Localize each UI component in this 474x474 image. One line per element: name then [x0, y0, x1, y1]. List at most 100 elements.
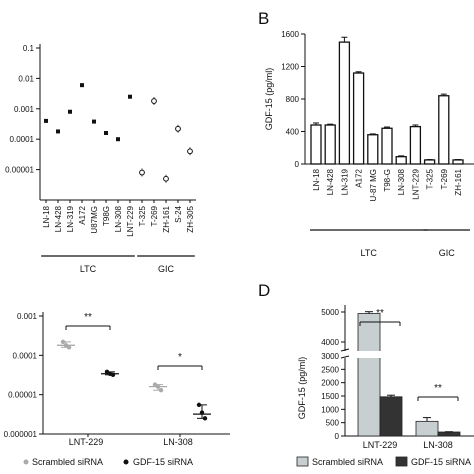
panel-b-x-tick-label: A172	[355, 168, 364, 187]
panel-c-point	[110, 372, 116, 377]
panel-d: GDF-15 (pg/ml) 0 500 1000 1500 2000 2500 3000 40…	[296, 305, 474, 467]
panel-a-point	[80, 83, 84, 88]
panel-b-x-tick-label: LN-319	[340, 168, 349, 195]
panel-c: 0.001 0.0001 0.00001 0.000001 LNT-229 LN-308 *…	[4, 312, 230, 467]
panel-a-point	[92, 119, 96, 124]
panel-d-y-tick-label: 1500	[321, 392, 339, 401]
panel-b-y-tick-label: 1200	[281, 63, 299, 72]
panel-a-x-tick-label: LN-308	[114, 205, 123, 232]
panel-a-point	[163, 175, 169, 182]
panel-a-y-tick-label: 0.1	[23, 44, 35, 53]
panel-d-y-axis-title: GDF-15 (pg/ml)	[297, 357, 307, 420]
panel-a-y-tick-label: 0.00001	[5, 166, 34, 175]
panel-b-y-tick-label: 800	[286, 95, 300, 104]
panel-d-bar	[379, 396, 403, 437]
panel-a-group-label: LTC	[80, 264, 97, 274]
panel-b-group-label: GIC	[439, 248, 456, 258]
panel-d-y-tick-label: 500	[326, 419, 340, 428]
panel-c-y-tick-label: 0.000001	[4, 430, 38, 439]
panel-d-y-tick-label: 0	[335, 432, 340, 441]
panel-c-point	[155, 384, 161, 389]
panel-b-x-tick-label: T98-G	[383, 169, 392, 192]
panel-a-x-tick-label: U87MG	[90, 206, 99, 234]
panel-c-legend-swatch-scrambled	[23, 459, 29, 465]
panel-a-group-label: GIC	[158, 264, 175, 274]
panel-b-x-tick-label: LN-18	[312, 168, 321, 190]
panel-a-x-tick-label: ZH-305	[186, 205, 195, 232]
panel-b-x-tick-label: LNT-229	[411, 168, 420, 199]
panel-d-legend-swatch-gdf	[395, 456, 408, 467]
panel-a-x-tick-label: LN-18	[42, 205, 51, 227]
panel-c-sig-label: **	[84, 312, 92, 323]
panel-c-y-tick-label: 0.0001	[13, 351, 38, 360]
panel-a-point	[44, 118, 48, 123]
panel-d-axis-break	[339, 351, 405, 358]
panel-d-sig-label: **	[434, 383, 442, 394]
panel-a-y-tick-label: 0.001	[14, 105, 35, 114]
panel-a-x-tick-label: A172	[78, 205, 87, 224]
panel-d-axis-break-mark	[340, 355, 350, 359]
panel-a-y-tick-label: 0.0001	[10, 135, 35, 144]
panel-a-point	[68, 109, 72, 114]
panel-b-x-tick-label: T-269	[440, 168, 449, 189]
panel-c-point	[199, 410, 205, 415]
panel-d-y-tick-label: 3000	[321, 352, 339, 361]
panel-d-x-tick-label: LNT-229	[363, 440, 398, 450]
panel-a-point	[56, 129, 60, 134]
panel-b: GDF-15 (pg/ml) 0 400 800 1200 1600 LN-18 LN-428…	[264, 30, 474, 258]
panel-d-y-tick-label: 2500	[321, 365, 339, 374]
panel-a-point	[116, 137, 120, 142]
panel-label-b: B	[258, 9, 269, 28]
panel-a-x-tick-label: ZH-161	[162, 205, 171, 232]
panel-label-d: D	[258, 281, 270, 300]
panel-a-point	[104, 130, 108, 135]
panel-b-bar	[381, 127, 393, 165]
panel-b-y-axis-title: GDF-15 (pg/ml)	[264, 68, 274, 131]
panel-d-legend-label-gdf: GDF-15 siRNA	[411, 457, 471, 467]
panel-c-point	[60, 339, 66, 345]
panel-a-x-tick-label: S-24	[174, 205, 183, 222]
panel-c-legend-swatch-gdf	[123, 459, 129, 465]
panel-d-y-tick-label: 4000	[321, 338, 339, 347]
panel-b-group-label: LTC	[361, 248, 378, 258]
panel-b-bar	[367, 134, 379, 165]
panel-d-legend-label-scrambled: Scrambled siRNA	[312, 457, 383, 467]
panel-b-bar	[409, 125, 422, 165]
panel-d-bar	[437, 431, 461, 437]
panel-b-bar	[395, 156, 407, 165]
panel-b-bar	[352, 72, 365, 165]
panel-c-y-tick-label: 0.00001	[8, 391, 37, 400]
panel-d-sig-label: **	[376, 308, 384, 319]
panel-d-bar	[415, 420, 439, 437]
panel-c-legend-label-scrambled: Scrambled siRNA	[32, 457, 103, 467]
panel-d-x-tick-label: LN-308	[423, 440, 453, 450]
panel-d-legend-swatch-scrambled	[296, 456, 309, 467]
panel-b-bar	[310, 124, 322, 165]
panel-a-x-tick-label: LN-428	[54, 205, 63, 232]
panel-a-y-tick-label: 0.01	[18, 74, 34, 83]
panel-a-x-tick-label: LNT-229	[126, 205, 135, 236]
panel-c-x-tick-label: LN-308	[163, 437, 193, 447]
panel-c-sig-label: *	[178, 352, 182, 363]
panel-b-bar	[324, 124, 336, 165]
panel-b-y-tick-label: 0	[295, 160, 300, 169]
panel-c-point	[158, 387, 164, 393]
panel-d-y-tick-label: 5000	[321, 308, 339, 317]
panel-c-legend-label-gdf: GDF-15 siRNA	[133, 457, 193, 467]
panel-b-bar	[452, 159, 464, 165]
panel-b-bar	[423, 159, 436, 165]
panel-a-point	[187, 148, 193, 155]
panel-a-x-tick-label: LN-319	[66, 205, 75, 232]
panel-b-bar	[338, 41, 351, 165]
panel-c-point	[66, 345, 72, 350]
panel-a-point	[139, 169, 145, 176]
panel-b-x-tick-label: LN-428	[326, 168, 335, 195]
panel-a-x-tick-label: T-325	[138, 205, 147, 226]
panel-c-point	[196, 402, 202, 408]
panel-c-point	[202, 416, 208, 421]
panel-d-bar	[357, 313, 381, 437]
panel-b-x-tick-label: U-87 MG	[369, 169, 378, 201]
panel-b-y-tick-label: 400	[286, 128, 300, 137]
